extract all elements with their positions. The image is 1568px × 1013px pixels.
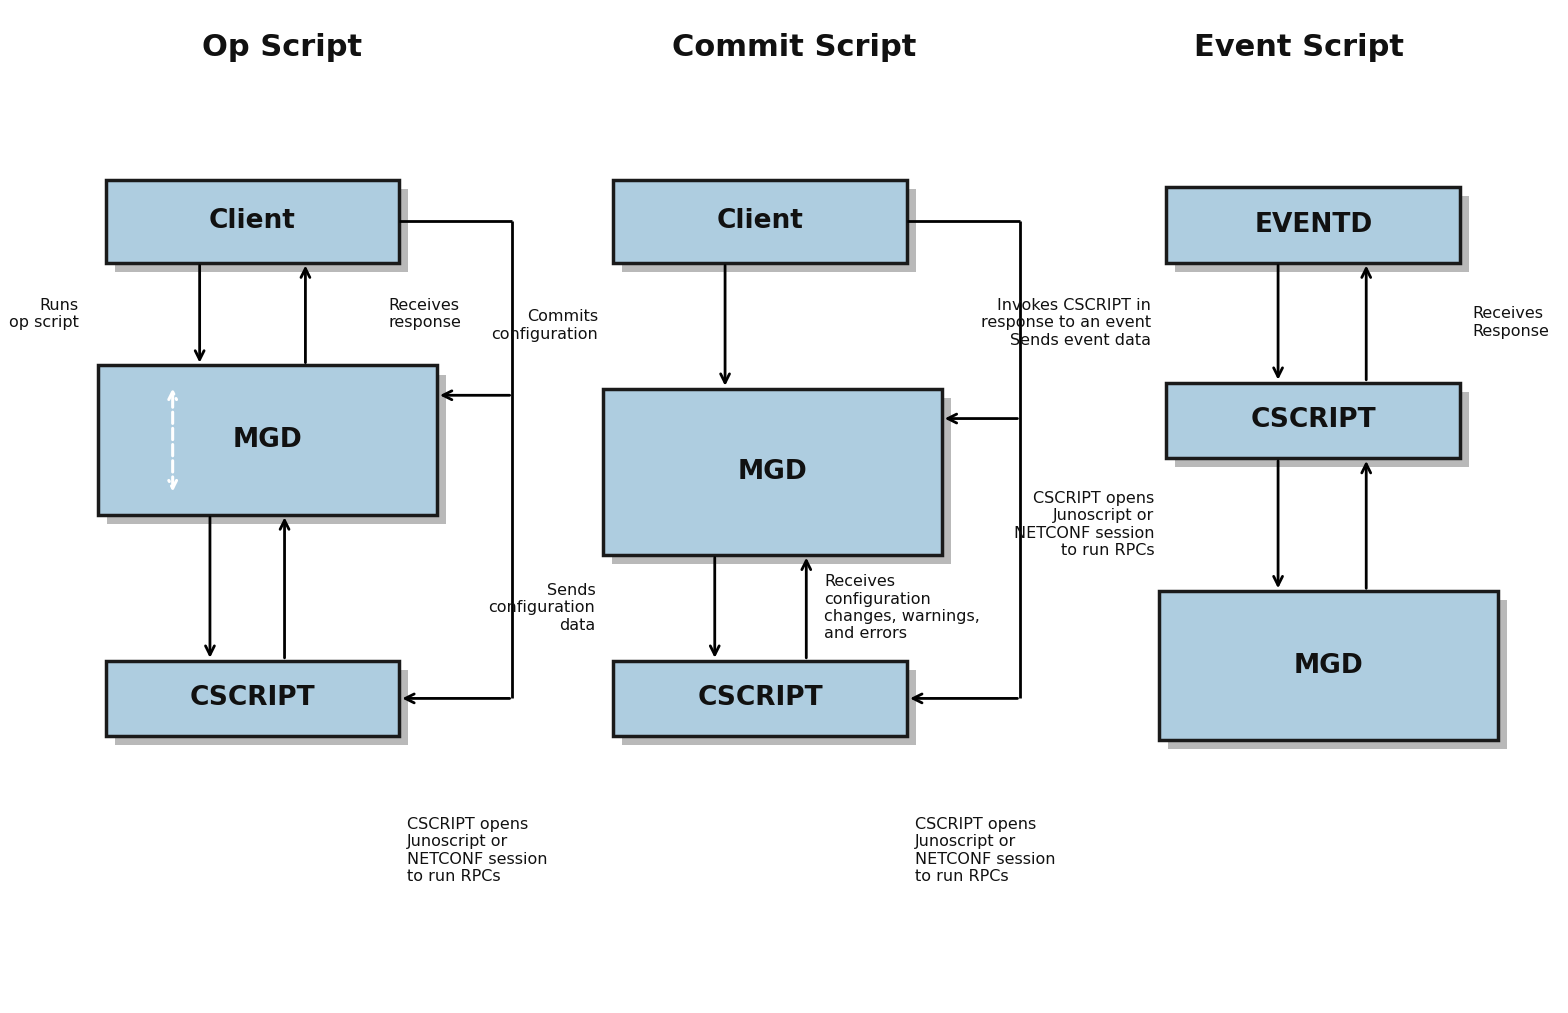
Text: CSCRIPT opens
Junoscript or
NETCONF session
to run RPCs: CSCRIPT opens Junoscript or NETCONF sess… xyxy=(914,816,1055,884)
Text: Event Script: Event Script xyxy=(1193,33,1403,62)
Text: CSCRIPT: CSCRIPT xyxy=(190,686,315,711)
Text: Receives
configuration
changes, warnings,
and errors: Receives configuration changes, warnings… xyxy=(825,574,980,641)
Text: CSCRIPT opens
Junoscript or
NETCONF session
to run RPCs: CSCRIPT opens Junoscript or NETCONF sess… xyxy=(408,816,547,884)
FancyBboxPatch shape xyxy=(602,389,942,555)
FancyBboxPatch shape xyxy=(622,670,916,746)
FancyBboxPatch shape xyxy=(1167,383,1460,458)
Text: EVENTD: EVENTD xyxy=(1254,212,1372,238)
Text: Commit Script: Commit Script xyxy=(673,33,916,62)
Text: Sends
configuration
data: Sends configuration data xyxy=(489,582,596,633)
FancyBboxPatch shape xyxy=(1176,197,1469,271)
FancyBboxPatch shape xyxy=(99,366,437,515)
Text: Receives
response: Receives response xyxy=(389,298,461,330)
Text: CSCRIPT opens
Junoscript or
NETCONF session
to run RPCs: CSCRIPT opens Junoscript or NETCONF sess… xyxy=(1014,491,1154,558)
FancyBboxPatch shape xyxy=(107,375,447,524)
Text: MGD: MGD xyxy=(1294,652,1363,679)
Text: MGD: MGD xyxy=(232,427,303,453)
FancyBboxPatch shape xyxy=(613,660,908,736)
Text: Client: Client xyxy=(209,209,296,234)
FancyBboxPatch shape xyxy=(612,398,950,564)
FancyBboxPatch shape xyxy=(1159,592,1497,741)
FancyBboxPatch shape xyxy=(105,180,400,262)
FancyBboxPatch shape xyxy=(1168,600,1507,750)
FancyBboxPatch shape xyxy=(105,660,400,736)
Text: Commits
configuration: Commits configuration xyxy=(492,309,599,341)
Text: Client: Client xyxy=(717,209,804,234)
Text: MGD: MGD xyxy=(737,459,808,485)
Text: CSCRIPT: CSCRIPT xyxy=(698,686,823,711)
FancyBboxPatch shape xyxy=(114,670,409,746)
Text: Invokes CSCRIPT in
response to an event
Sends event data: Invokes CSCRIPT in response to an event … xyxy=(982,298,1151,347)
Text: CSCRIPT: CSCRIPT xyxy=(1251,407,1377,434)
Text: Receives
Response: Receives Response xyxy=(1472,307,1549,338)
Text: Op Script: Op Script xyxy=(202,33,362,62)
FancyBboxPatch shape xyxy=(1167,187,1460,262)
Text: Runs
op script: Runs op script xyxy=(8,298,78,330)
FancyBboxPatch shape xyxy=(613,180,908,262)
FancyBboxPatch shape xyxy=(622,189,916,271)
FancyBboxPatch shape xyxy=(1176,392,1469,467)
FancyBboxPatch shape xyxy=(114,189,409,271)
